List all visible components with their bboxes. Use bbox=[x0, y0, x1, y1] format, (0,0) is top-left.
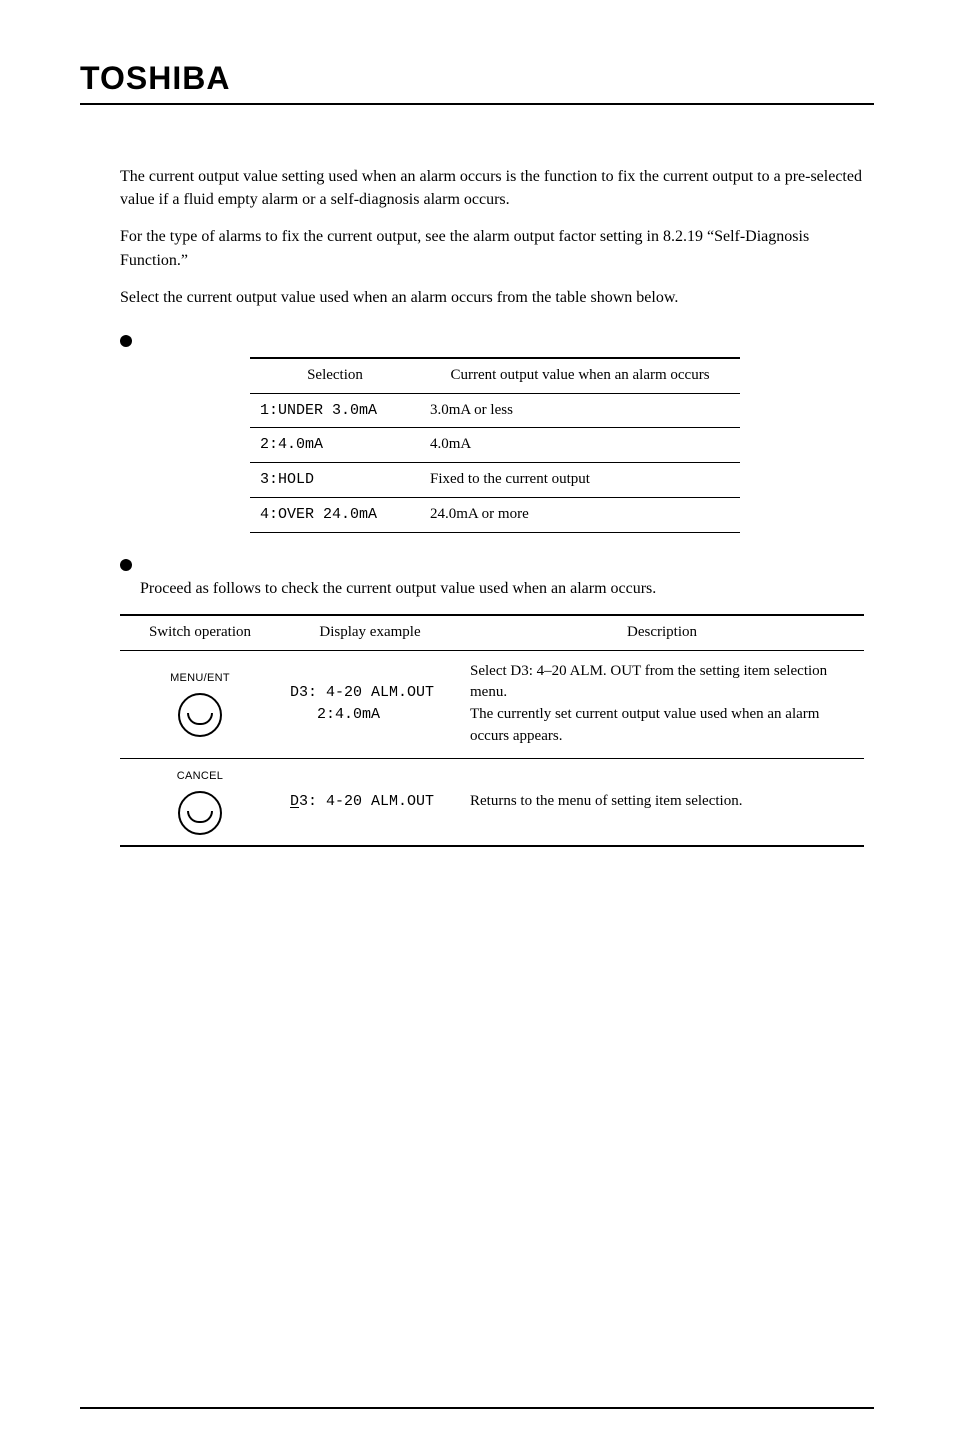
range-val: 3.0mA or less bbox=[420, 393, 740, 428]
ops-header-row: Switch operation Display example Descrip… bbox=[120, 615, 864, 650]
paragraph-2: For the type of alarms to fix the curren… bbox=[120, 225, 864, 271]
bullet-dot-icon bbox=[120, 335, 132, 347]
brand-logo: TOSHIBA bbox=[80, 60, 874, 97]
switch-cell: CANCEL bbox=[120, 758, 280, 845]
top-divider bbox=[80, 103, 874, 105]
range-sel: 2:4.0mA bbox=[250, 428, 420, 463]
content-area: The current output value setting used wh… bbox=[80, 165, 874, 847]
ops-table: Switch operation Display example Descrip… bbox=[120, 614, 864, 847]
knob-icon bbox=[178, 791, 222, 835]
range-val: Fixed to the current output bbox=[420, 463, 740, 498]
ops-header-display: Display example bbox=[280, 615, 460, 650]
bullet-2-follow: Proceed as follows to check the current … bbox=[140, 577, 864, 600]
desc-cell: Select D3: 4–20 ALM. OUT from the settin… bbox=[460, 650, 864, 758]
paragraph-1: The current output value setting used wh… bbox=[120, 165, 864, 211]
bullet-1 bbox=[120, 331, 864, 347]
display-line: D3: 4-20 ALM.OUT bbox=[290, 682, 450, 704]
range-table: Selection Current output value when an a… bbox=[250, 357, 740, 533]
display-line: 2:4.0mA bbox=[290, 704, 450, 726]
range-sel: 3:HOLD bbox=[250, 463, 420, 498]
display-underline-char: D bbox=[290, 793, 299, 810]
range-table-wrap: Selection Current output value when an a… bbox=[250, 357, 864, 533]
ops-header-switch: Switch operation bbox=[120, 615, 280, 650]
table-row: CANCEL D3: 4-20 ALM.OUT Returns to the m… bbox=[120, 758, 864, 845]
range-header-row: Selection Current output value when an a… bbox=[250, 358, 740, 393]
range-sel: 1:UNDER 3.0mA bbox=[250, 393, 420, 428]
display-cell: D3: 4-20 ALM.OUT bbox=[280, 758, 460, 845]
knob-icon bbox=[178, 693, 222, 737]
switch-label: MENU/ENT bbox=[170, 671, 230, 687]
display-cell: D3: 4-20 ALM.OUT 2:4.0mA bbox=[280, 650, 460, 758]
desc-cell: Returns to the menu of setting item sele… bbox=[460, 758, 864, 845]
table-row: 4:OVER 24.0mA 24.0mA or more bbox=[250, 497, 740, 532]
bullet-dot-icon bbox=[120, 559, 132, 571]
range-val: 4.0mA bbox=[420, 428, 740, 463]
display-rest: 3: 4-20 ALM.OUT bbox=[299, 793, 434, 810]
paragraph-3: Select the current output value used whe… bbox=[120, 286, 864, 309]
table-row: MENU/ENT D3: 4-20 ALM.OUT 2:4.0mA Select… bbox=[120, 650, 864, 758]
bottom-divider bbox=[80, 1407, 874, 1409]
range-header-selection: Selection bbox=[250, 358, 420, 393]
ops-header-desc: Description bbox=[460, 615, 864, 650]
switch-cell: MENU/ENT bbox=[120, 650, 280, 758]
range-sel: 4:OVER 24.0mA bbox=[250, 497, 420, 532]
table-row: 1:UNDER 3.0mA 3.0mA or less bbox=[250, 393, 740, 428]
bullet-2 bbox=[120, 555, 864, 571]
table-row: 3:HOLD Fixed to the current output bbox=[250, 463, 740, 498]
switch-label: CANCEL bbox=[177, 769, 223, 785]
range-header-value: Current output value when an alarm occur… bbox=[420, 358, 740, 393]
range-val: 24.0mA or more bbox=[420, 497, 740, 532]
table-row: 2:4.0mA 4.0mA bbox=[250, 428, 740, 463]
